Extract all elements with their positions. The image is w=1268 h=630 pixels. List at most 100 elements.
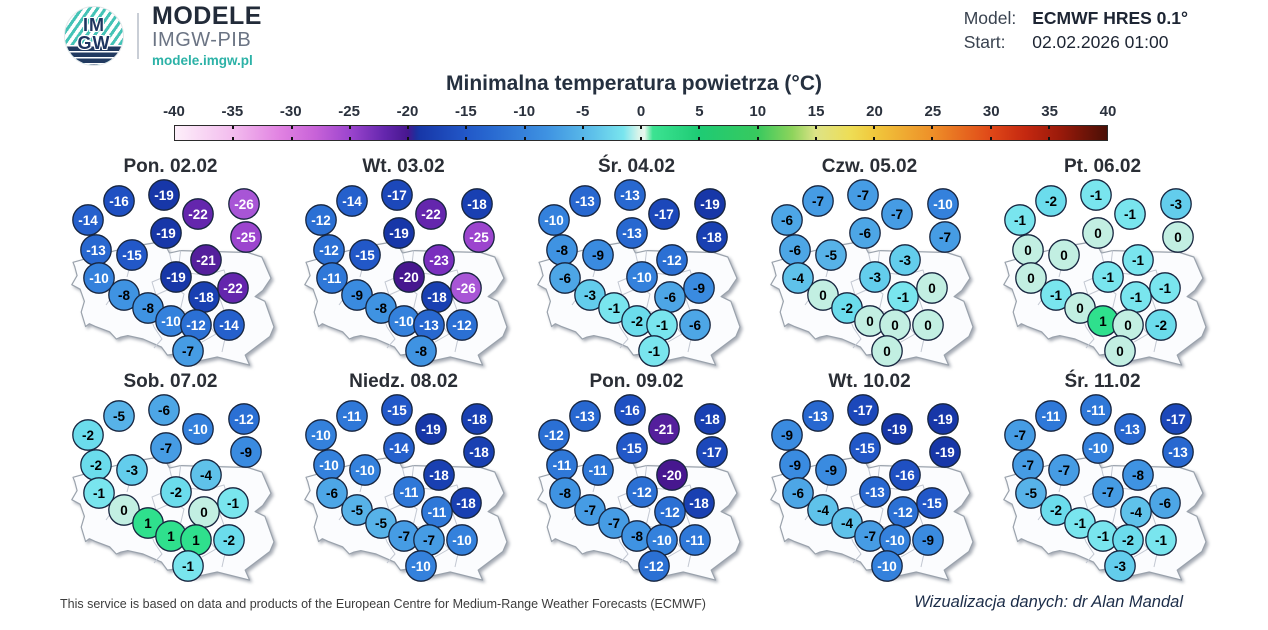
temperature-value: -22 xyxy=(421,207,441,222)
colorbar-tick-label: -25 xyxy=(338,103,360,120)
temperature-value: -9 xyxy=(788,458,800,473)
temperature-marker xyxy=(147,394,180,426)
colorbar-tick-mark xyxy=(698,126,701,129)
temperature-marker xyxy=(1034,400,1067,432)
temperature-value: -1 xyxy=(1096,529,1108,544)
temperature-value: -13 xyxy=(1168,445,1188,460)
temperature-value: -10 xyxy=(188,422,208,437)
map-title: Wt. 03.02 xyxy=(362,156,445,177)
temperature-value: -1 xyxy=(647,344,659,359)
temperature-marker xyxy=(212,309,245,341)
temperature-value: 0 xyxy=(1174,230,1182,245)
forecast-maps-grid: Pon. 02.02 -14 -16 -19 -22 -26 -19 -25 -13 -15 -21… xyxy=(54,156,1219,586)
temperature-value: -2 xyxy=(840,301,852,316)
temperature-value: -3 xyxy=(1169,197,1181,212)
colorbar-tick-mark xyxy=(640,126,642,129)
temperature-marker xyxy=(637,335,670,367)
temperature-marker xyxy=(858,476,891,508)
temperature-marker xyxy=(380,394,413,426)
temperature-value: -2 xyxy=(1121,533,1133,548)
temperature-marker xyxy=(404,550,437,582)
temperature-marker xyxy=(449,487,482,519)
map-title: Pon. 09.02 xyxy=(589,371,684,392)
temperature-marker xyxy=(460,403,493,435)
temperature-marker xyxy=(1148,487,1181,519)
voivodeship-border xyxy=(1085,541,1094,564)
colorbar-tick-mark xyxy=(1047,126,1050,129)
temperature-marker xyxy=(1113,198,1146,230)
temperature-value: 0 xyxy=(928,281,936,296)
temperature-marker xyxy=(1144,309,1177,341)
temperature-value: 1 xyxy=(1099,314,1107,329)
temperature-marker xyxy=(647,413,680,445)
temperature-marker xyxy=(1034,185,1067,217)
temperature-marker xyxy=(880,198,913,230)
colorbar-tick-mark xyxy=(581,126,584,129)
colorbar-tick-label: 5 xyxy=(695,103,704,120)
temperature-marker xyxy=(159,476,192,508)
temperature-value: -7 xyxy=(1021,458,1033,473)
temperature-marker xyxy=(1014,262,1047,294)
temperature-marker xyxy=(348,454,381,486)
temperature-value: -7 xyxy=(1101,485,1113,500)
temperature-value: -7 xyxy=(583,503,595,518)
temperature-value: -1 xyxy=(92,486,104,501)
temperature-marker xyxy=(149,217,182,249)
poland-map-svg: -2-5 -6-10-12-7 -9-2 -3 -4-1 -20 0-111 1 -2-1 xyxy=(70,394,275,582)
temperature-value: -4 xyxy=(840,516,852,531)
temperature-marker xyxy=(770,419,803,451)
temperature-marker xyxy=(216,272,249,304)
temperature-marker xyxy=(613,394,646,426)
temperature-value: -1 xyxy=(1123,207,1135,222)
temperature-value: -18 xyxy=(194,290,214,305)
temperature-value: -10 xyxy=(89,271,109,286)
poland-map-svg: -12-13 -16-21-18-15 -17-11 -11 -20-8 -12-7 -12… xyxy=(536,394,741,582)
temperature-value: -8 xyxy=(630,529,642,544)
temperature-marker xyxy=(181,413,214,445)
temperature-value: -18 xyxy=(467,412,487,427)
imgw-logo-block: IM GW MODELE IMGW-PIB modele.imgw.pl xyxy=(64,2,262,69)
colorbar-tick-mark xyxy=(290,126,293,129)
map-title: Śr. 04.02 xyxy=(597,156,676,177)
temperature-marker xyxy=(1159,188,1192,220)
footer-attribution: This service is based on data and produc… xyxy=(60,597,706,611)
temperature-value: -4 xyxy=(1129,505,1141,520)
temperature-value: -3 xyxy=(1113,559,1125,574)
temperature-value: -19 xyxy=(887,422,907,437)
temperature-marker xyxy=(1161,221,1194,253)
temperature-value: -17 xyxy=(702,445,722,460)
forecast-map-9: Wt. 10.02 -9 -13 -17 -19 -19 -15 -19 -9 -9 -16 -6 -1… xyxy=(753,371,986,586)
temperature-marker xyxy=(382,432,415,464)
brand-url-link[interactable]: modele.imgw.pl xyxy=(152,53,253,69)
temperature-marker xyxy=(414,413,447,445)
temperature-marker xyxy=(537,419,570,451)
temperature-value: -19 xyxy=(933,412,953,427)
start-value: 02.02.2026 01:00 xyxy=(1032,32,1169,52)
temperature-marker xyxy=(911,524,944,556)
temperature-value: -7 xyxy=(890,207,902,222)
colorbar-tick-mark xyxy=(640,137,642,140)
temperature-value: -13 xyxy=(620,188,640,203)
temperature-value: 0 xyxy=(1124,318,1132,333)
brand-title: MODELE xyxy=(152,2,262,30)
imgw-logo-icon: IM GW xyxy=(64,6,124,67)
temperature-marker xyxy=(71,419,104,451)
temperature-marker xyxy=(928,221,961,253)
temperature-value: -11 xyxy=(399,485,418,500)
poland-map-svg: -12 -14 -17 -22 -18 -19 -25 -12 -15 -23 -11 -20 -9 -1… xyxy=(303,179,508,367)
temperature-marker xyxy=(1103,335,1136,367)
temperature-value: -8 xyxy=(558,486,570,501)
temperature-value: -10 xyxy=(452,533,472,548)
temperature-value: -3 xyxy=(868,270,880,285)
temperature-value: -1 xyxy=(1013,213,1025,228)
temperature-marker xyxy=(335,400,368,432)
temperature-marker xyxy=(335,185,368,217)
temperature-marker xyxy=(1161,436,1194,468)
temperature-marker xyxy=(1144,524,1177,556)
temperature-marker xyxy=(848,217,881,249)
temperature-value: -26 xyxy=(456,281,476,296)
forecast-map-4: Czw. 05.02 -6 -7 -7 -7 -10 -6 -7 -6 -5 -3 -4 -3 0 -1 0-… xyxy=(753,156,986,371)
temperature-marker xyxy=(581,454,614,486)
temperature-value: 0 xyxy=(200,505,208,520)
temperature-value: -13 xyxy=(86,243,106,258)
